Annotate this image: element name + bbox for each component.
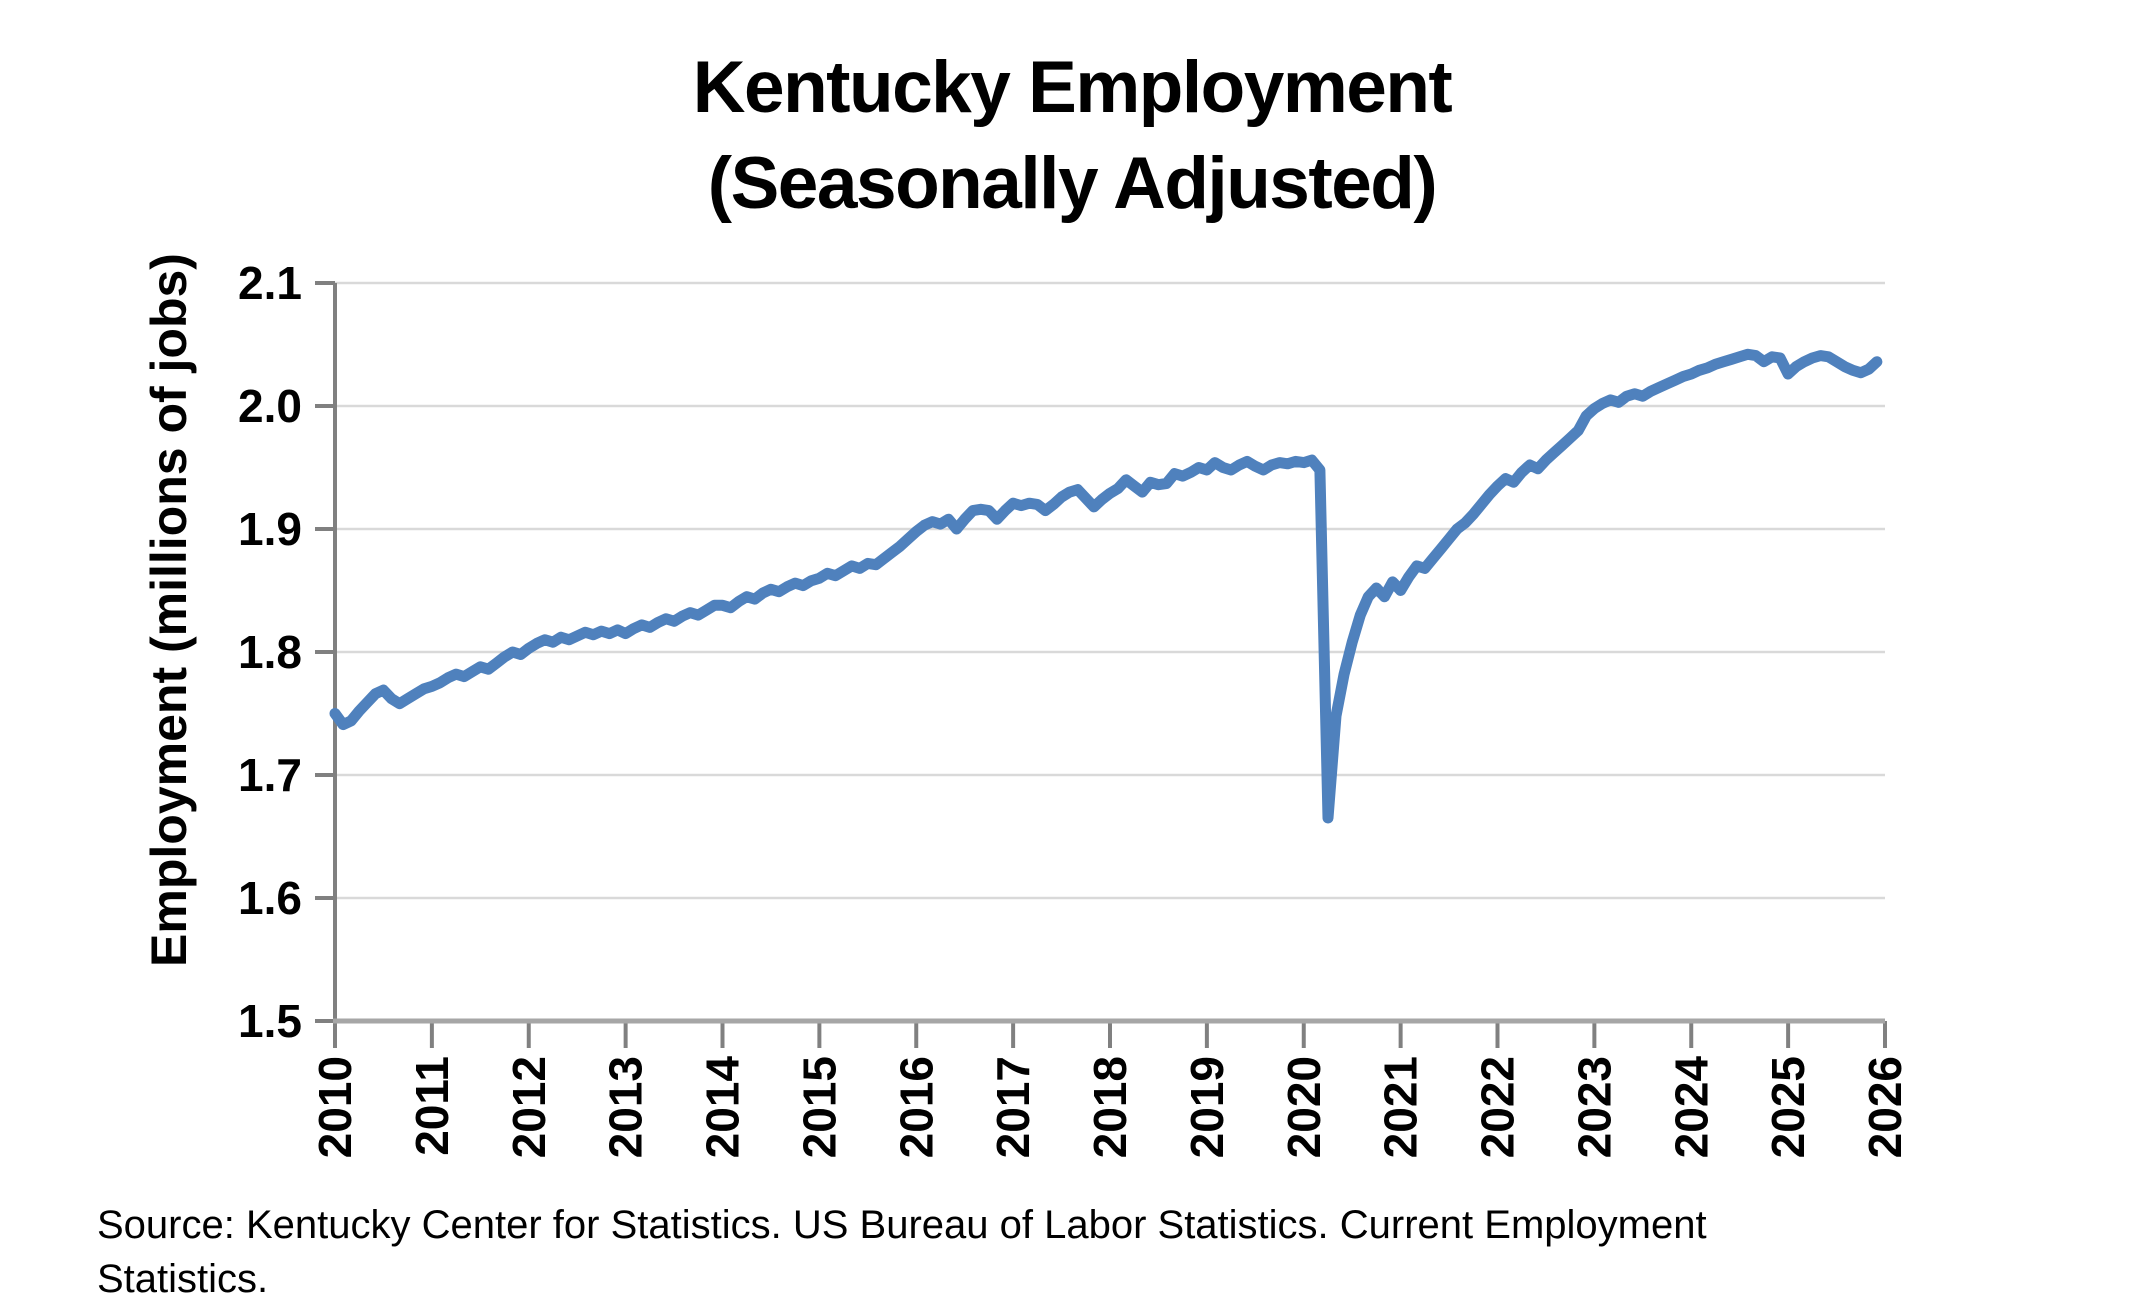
x-tick-label: 2018 bbox=[1084, 1056, 1136, 1158]
axes bbox=[315, 281, 1887, 1048]
x-tick-label: 2014 bbox=[697, 1056, 749, 1159]
x-tick-label: 2025 bbox=[1762, 1056, 1814, 1158]
x-tick-label: 2024 bbox=[1665, 1056, 1717, 1159]
employment-line bbox=[329, 348, 1883, 824]
x-tick-label: 2017 bbox=[987, 1056, 1039, 1158]
chart-subtitle: (Seasonally Adjusted) bbox=[708, 143, 1436, 224]
x-tick-label: 2019 bbox=[1181, 1056, 1233, 1158]
x-tick-label: 2013 bbox=[600, 1056, 652, 1158]
y-tick-label: 2.0 bbox=[238, 380, 302, 432]
x-tick-label: 2010 bbox=[309, 1056, 361, 1158]
y-tick-label: 1.8 bbox=[238, 626, 302, 678]
x-tick-label: 2026 bbox=[1859, 1056, 1911, 1158]
x-tick-label: 2012 bbox=[503, 1056, 555, 1158]
y-axis-title: Employment (millions of jobs) bbox=[141, 253, 197, 967]
y-tick-label: 1.5 bbox=[238, 995, 302, 1047]
y-tick-label: 1.9 bbox=[238, 503, 302, 555]
data-series bbox=[329, 348, 1883, 824]
x-tick-label: 2015 bbox=[793, 1056, 845, 1158]
y-tick-label: 2.1 bbox=[238, 257, 302, 309]
x-tick-label: 2020 bbox=[1278, 1056, 1330, 1158]
gridlines bbox=[335, 281, 1885, 900]
x-tick-label: 2016 bbox=[890, 1056, 942, 1158]
x-tick-label: 2011 bbox=[406, 1056, 458, 1156]
y-tick-label: 1.7 bbox=[238, 749, 302, 801]
source-note-line2: Statistics. bbox=[97, 1257, 268, 1301]
x-tick-label: 2022 bbox=[1472, 1056, 1524, 1158]
source-note-line1: Source: Kentucky Center for Statistics. … bbox=[97, 1203, 1707, 1247]
x-tick-label: 2021 bbox=[1375, 1056, 1427, 1158]
x-tick-label: 2023 bbox=[1568, 1056, 1620, 1158]
y-tick-label: 1.6 bbox=[238, 872, 302, 924]
chart-title: Kentucky Employment bbox=[693, 47, 1453, 128]
